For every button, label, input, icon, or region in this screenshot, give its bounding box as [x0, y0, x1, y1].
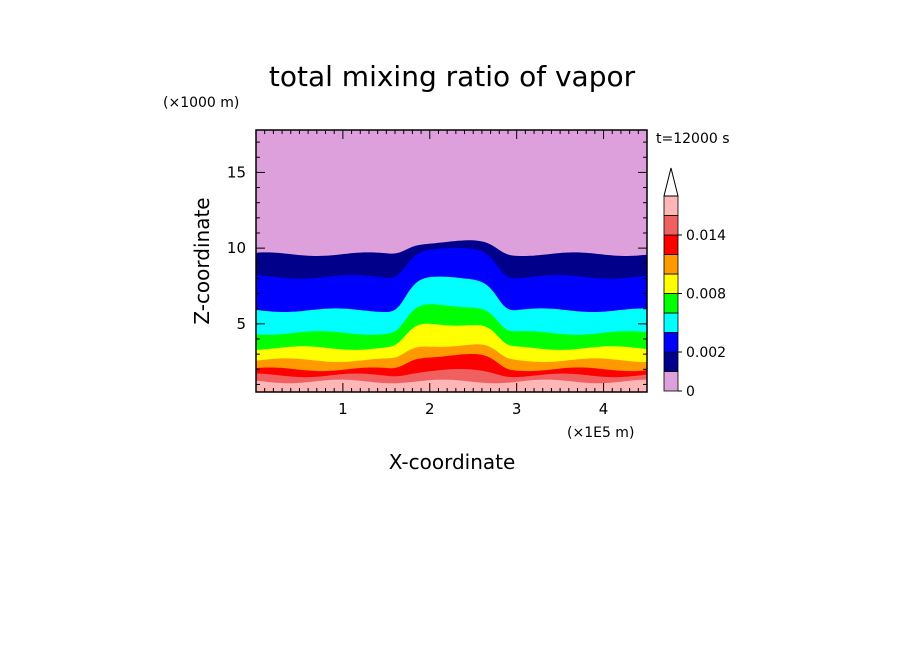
- colorbar-tick-label: 0.014: [686, 228, 726, 244]
- y-tick-label: 15: [227, 163, 246, 181]
- colorbar-swatch: [663, 332, 679, 353]
- colorbar-swatch: [663, 234, 679, 255]
- colorbar-swatch: [663, 273, 679, 294]
- plot-frame: [255, 129, 648, 393]
- y-tick-label: 10: [227, 239, 246, 257]
- x-unit-label: (×1E5 m): [567, 425, 634, 441]
- y-axis-label: Z-coordinate: [190, 197, 214, 324]
- colorbar-swatch: [663, 293, 679, 314]
- x-tick-label: 1: [338, 400, 348, 418]
- y-axis-ticks: 5 10 15: [227, 163, 246, 332]
- colorbar-extend-arrow: [663, 167, 679, 197]
- colorbar-swatch: [663, 195, 679, 216]
- y-tick-label: 5: [236, 315, 246, 333]
- plot-border: [255, 129, 648, 393]
- colorbar-tick-label: 0: [686, 384, 695, 400]
- contour-layer-9: [256, 379, 647, 392]
- x-axis-label: X-coordinate: [389, 450, 516, 474]
- colorbar-swatch: [663, 215, 679, 236]
- x-axis-ticks: 1 2 3 4: [338, 400, 608, 418]
- colorbar-swatch: [663, 254, 679, 275]
- x-tick-label: 4: [599, 400, 609, 418]
- x-tick-label: 2: [425, 400, 435, 418]
- colorbar-swatch: [663, 312, 679, 333]
- colorbar: 0 0.002 0.008 0.014: [663, 167, 726, 400]
- time-label: t=12000 s: [656, 131, 730, 147]
- colorbar-tick-label: 0.008: [686, 287, 726, 303]
- y-unit-label: (×1000 m): [163, 95, 239, 111]
- x-tick-label: 3: [512, 400, 522, 418]
- contour-plot: [256, 130, 647, 392]
- colorbar-tick-label: 0.002: [686, 345, 726, 361]
- chart-title: total mixing ratio of vapor: [269, 60, 636, 93]
- colorbar-swatch: [663, 371, 679, 392]
- colorbar-swatch: [663, 351, 679, 372]
